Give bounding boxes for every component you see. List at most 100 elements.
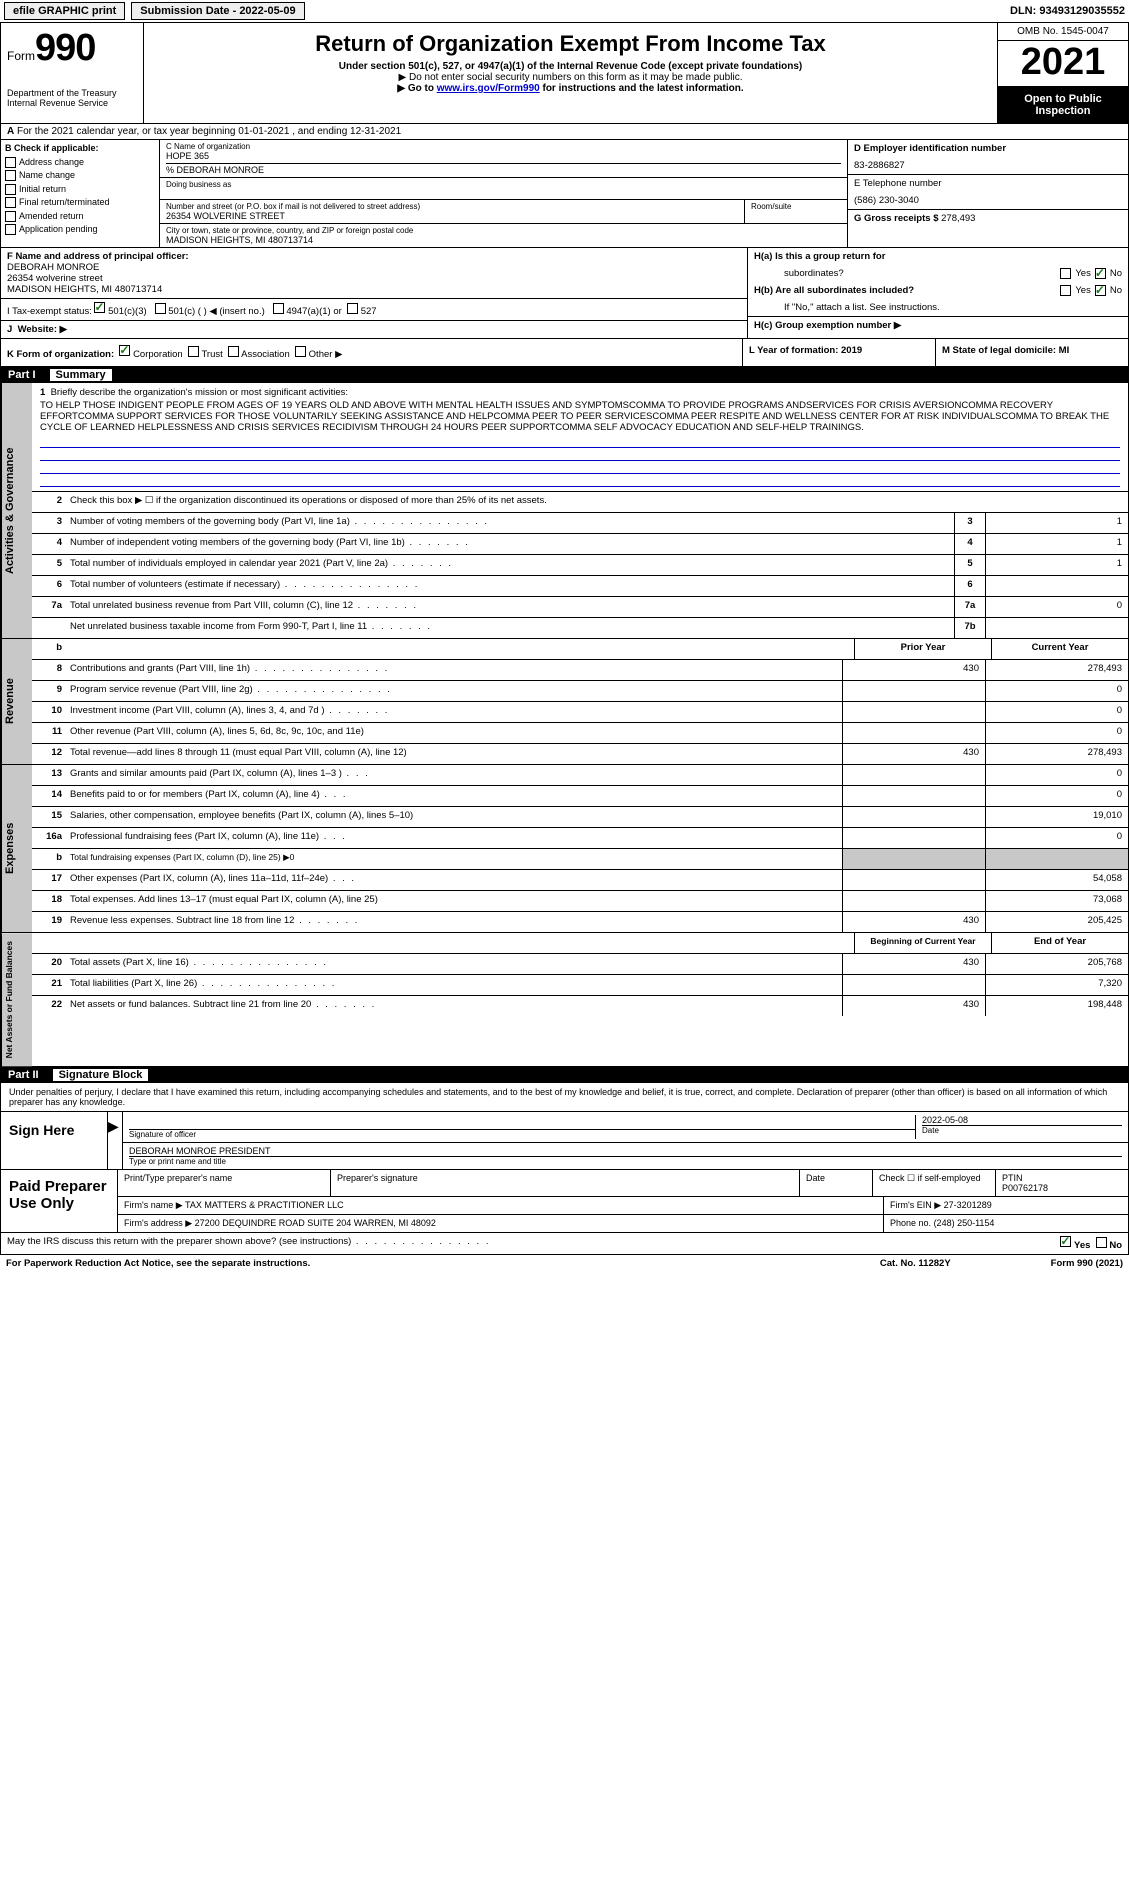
hdr-current: Current Year	[991, 639, 1128, 659]
website-label: Website: ▶	[18, 324, 67, 335]
header-left: Form990 Department of the Treasury Inter…	[1, 23, 144, 123]
header-right: OMB No. 1545-0047 2021 Open to Public In…	[997, 23, 1128, 123]
discuss-no: No	[1109, 1240, 1122, 1251]
ln16ac: 0	[985, 828, 1128, 848]
ln11n: 11	[32, 723, 66, 743]
chk-ha-no[interactable]	[1095, 268, 1106, 279]
ein: 83-2886827	[854, 160, 1122, 171]
subtitle-2: ▶ Do not enter social security numbers o…	[150, 72, 991, 83]
d-label: D Employer identification number	[854, 143, 1122, 154]
chk-4947[interactable]	[273, 303, 284, 314]
prep-h-date: Date	[800, 1170, 873, 1196]
ln19n: 19	[32, 912, 66, 932]
officer-addr1: 26354 wolverine street	[7, 273, 741, 284]
ln10c: 0	[985, 702, 1128, 722]
chk-final[interactable]	[5, 197, 16, 208]
ln20c: 205,768	[985, 954, 1128, 974]
chk-other[interactable]	[295, 346, 306, 357]
prep-phone-label: Phone no.	[890, 1218, 931, 1228]
chk-527[interactable]	[347, 303, 358, 314]
ln8n: 8	[32, 660, 66, 680]
mission-block: 1 Briefly describe the organization's mi…	[32, 383, 1128, 492]
ln4v: 1	[985, 534, 1128, 554]
chk-501c[interactable]	[155, 303, 166, 314]
form-number: 990	[35, 27, 95, 69]
ln18c: 73,068	[985, 891, 1128, 911]
k-corp: Corporation	[133, 349, 183, 360]
row-kl: K Form of organization: Corporation Trus…	[0, 339, 1129, 367]
ln17d: Other expenses (Part IX, column (A), lin…	[66, 870, 842, 890]
l-year: L Year of formation: 2019	[749, 345, 862, 356]
side-revenue: Revenue	[1, 639, 32, 764]
j-block: J Website: ▶	[1, 321, 747, 338]
chk-discuss-no[interactable]	[1096, 1237, 1107, 1248]
revenue-section: Revenue b Prior Year Current Year 8Contr…	[0, 639, 1129, 765]
mission-text: TO HELP THOSE INDIGENT PEOPLE FROM AGES …	[40, 400, 1120, 433]
chk-501c3[interactable]	[94, 302, 105, 313]
ln13c: 0	[985, 765, 1128, 785]
chk-address[interactable]	[5, 157, 16, 168]
hb-note: If "No," attach a list. See instructions…	[784, 302, 940, 313]
chk-corp[interactable]	[119, 345, 130, 356]
ln5d: Total number of individuals employed in …	[66, 555, 954, 575]
room-label: Room/suite	[745, 200, 847, 223]
ln7ab: 7a	[954, 597, 985, 617]
submission-date: Submission Date - 2022-05-09	[131, 2, 304, 20]
ln11c: 0	[985, 723, 1128, 743]
hb-label: H(b) Are all subordinates included?	[754, 285, 914, 296]
chk-initial[interactable]	[5, 184, 16, 195]
prep-h-check: Check ☐ if self-employed	[873, 1170, 996, 1196]
ln8p: 430	[842, 660, 985, 680]
label-a: A	[7, 126, 14, 137]
ln13d: Grants and similar amounts paid (Part IX…	[66, 765, 842, 785]
col-b: B Check if applicable: Address change Na…	[1, 140, 160, 247]
chk-amended[interactable]	[5, 211, 16, 222]
e-label: E Telephone number	[854, 178, 1122, 189]
chk-pending[interactable]	[5, 224, 16, 235]
ln19p: 430	[842, 912, 985, 932]
irs-label: Internal Revenue Service	[7, 98, 137, 108]
goto-post: for instructions and the latest informat…	[540, 83, 744, 94]
ln18d: Total expenses. Add lines 13–17 (must eq…	[66, 891, 842, 911]
prep-h-sig: Preparer's signature	[331, 1170, 800, 1196]
ln12n: 12	[32, 744, 66, 764]
hr-4	[40, 474, 1120, 487]
m-state: M State of legal domicile: MI	[942, 345, 1069, 356]
chk-assoc[interactable]	[228, 346, 239, 357]
b-heading: B Check if applicable:	[5, 142, 155, 156]
ln12p: 430	[842, 744, 985, 764]
chk-hb-no[interactable]	[1095, 285, 1106, 296]
opt-4947: 4947(a)(1) or	[286, 306, 341, 317]
net-spacer-n	[32, 933, 66, 953]
ln7bv	[985, 618, 1128, 638]
f-block: F Name and address of principal officer:…	[1, 248, 747, 299]
ha-yes: Yes	[1075, 268, 1091, 279]
chk-ha-yes[interactable]	[1060, 268, 1071, 279]
part1-title: Summary	[50, 369, 112, 381]
col-fij: F Name and address of principal officer:…	[1, 248, 748, 338]
declaration-text: Under penalties of perjury, I declare th…	[1, 1083, 1128, 1111]
chk-trust[interactable]	[188, 346, 199, 357]
ln8d: Contributions and grants (Part VIII, lin…	[66, 660, 842, 680]
ln14d: Benefits paid to or for members (Part IX…	[66, 786, 842, 806]
pra-notice: For Paperwork Reduction Act Notice, see …	[6, 1258, 310, 1269]
tax-year-end: , and ending 12-31-2021	[292, 126, 401, 137]
open-public: Open to Public Inspection	[998, 87, 1128, 123]
chk-name[interactable]	[5, 170, 16, 181]
hdr-prior: Prior Year	[854, 639, 991, 659]
chk-hb-yes[interactable]	[1060, 285, 1071, 296]
ln3v: 1	[985, 513, 1128, 533]
sign-here-label: Sign Here	[1, 1112, 107, 1169]
hr-1	[40, 435, 1120, 448]
irs-link[interactable]: www.irs.gov/Form990	[437, 83, 540, 94]
form-title: Return of Organization Exempt From Incom…	[150, 31, 991, 57]
part1-header: Part I Summary	[0, 367, 1129, 383]
chk-discuss-yes[interactable]	[1060, 1236, 1071, 1247]
part2-label: Part II	[8, 1069, 39, 1081]
omb-number: OMB No. 1545-0047	[998, 23, 1128, 41]
cat-no: Cat. No. 11282Y	[880, 1258, 951, 1269]
sign-arrow-icon: ▶	[107, 1112, 122, 1169]
ln3n: 3	[32, 513, 66, 533]
ha-no: No	[1110, 268, 1122, 279]
preparer-label: Paid Preparer Use Only	[1, 1170, 117, 1232]
